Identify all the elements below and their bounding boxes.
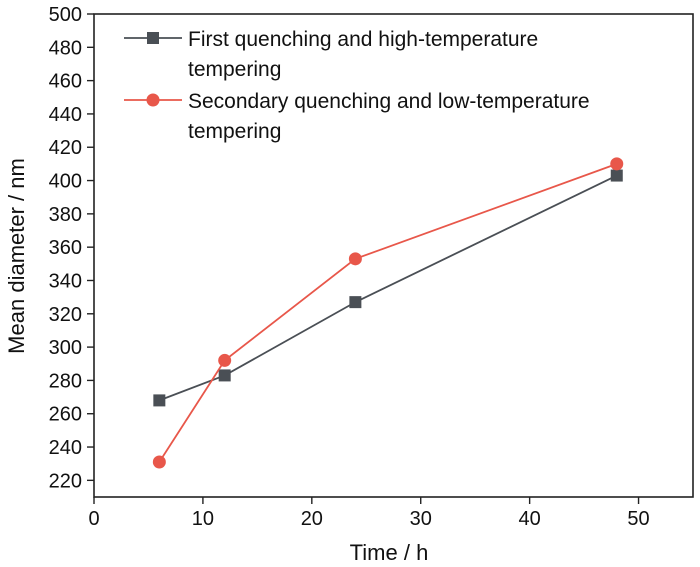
series-1-point xyxy=(153,394,166,407)
legend: First quenching and high-temperature temp… xyxy=(124,28,590,143)
y-tick-label: 360 xyxy=(49,237,82,259)
y-tick-label: 500 xyxy=(49,4,82,26)
x-axis-ticks: 0 10 20 30 40 50 xyxy=(88,497,650,530)
legend-label-1: First quenching and high-temperature xyxy=(188,28,538,51)
legend-marker-2 xyxy=(146,93,160,107)
y-axis-title: Mean diameter / nm xyxy=(4,158,29,354)
series-2-point xyxy=(348,252,362,266)
legend-label-1: tempering xyxy=(188,58,281,81)
y-tick-label: 280 xyxy=(49,370,82,392)
y-tick-label: 300 xyxy=(49,337,82,359)
y-tick-label: 260 xyxy=(49,404,82,426)
series-2-point xyxy=(218,353,232,367)
y-tick-label: 460 xyxy=(49,71,82,93)
plot-frame xyxy=(93,13,694,498)
series-line-1 xyxy=(159,174,618,402)
y-tick-label: 440 xyxy=(49,104,82,126)
series-line-2 xyxy=(158,163,618,463)
series-2-point xyxy=(152,455,166,469)
x-tick-label: 50 xyxy=(627,508,649,530)
series-1-point xyxy=(218,369,231,382)
y-tick-label: 380 xyxy=(49,204,82,226)
y-tick-label: 480 xyxy=(49,37,82,59)
series-1-point xyxy=(610,169,623,182)
x-tick-label: 30 xyxy=(410,508,432,530)
y-tick-label: 340 xyxy=(49,270,82,292)
x-axis-title: Time / h xyxy=(350,540,429,565)
y-axis-ticks: 220 240 260 280 300 320 340 360 380 400 420 440 460 4… xyxy=(49,4,94,492)
x-tick-label: 0 xyxy=(88,508,99,530)
y-tick-label: 320 xyxy=(49,304,82,326)
x-tick-label: 40 xyxy=(519,508,541,530)
legend-label-2: tempering xyxy=(188,120,281,143)
y-tick-label: 220 xyxy=(49,470,82,492)
y-tick-label: 240 xyxy=(49,437,82,459)
x-tick-label: 10 xyxy=(192,508,214,530)
x-tick-label: 20 xyxy=(301,508,323,530)
legend-marker-1 xyxy=(147,32,159,44)
series-2-point xyxy=(610,157,624,171)
y-tick-label: 420 xyxy=(49,137,82,159)
y-tick-label: 400 xyxy=(49,171,82,193)
series-layer xyxy=(152,157,624,469)
legend-label-2: Secondary quenching and low-temperature xyxy=(188,90,590,113)
series-1-point xyxy=(349,296,362,309)
